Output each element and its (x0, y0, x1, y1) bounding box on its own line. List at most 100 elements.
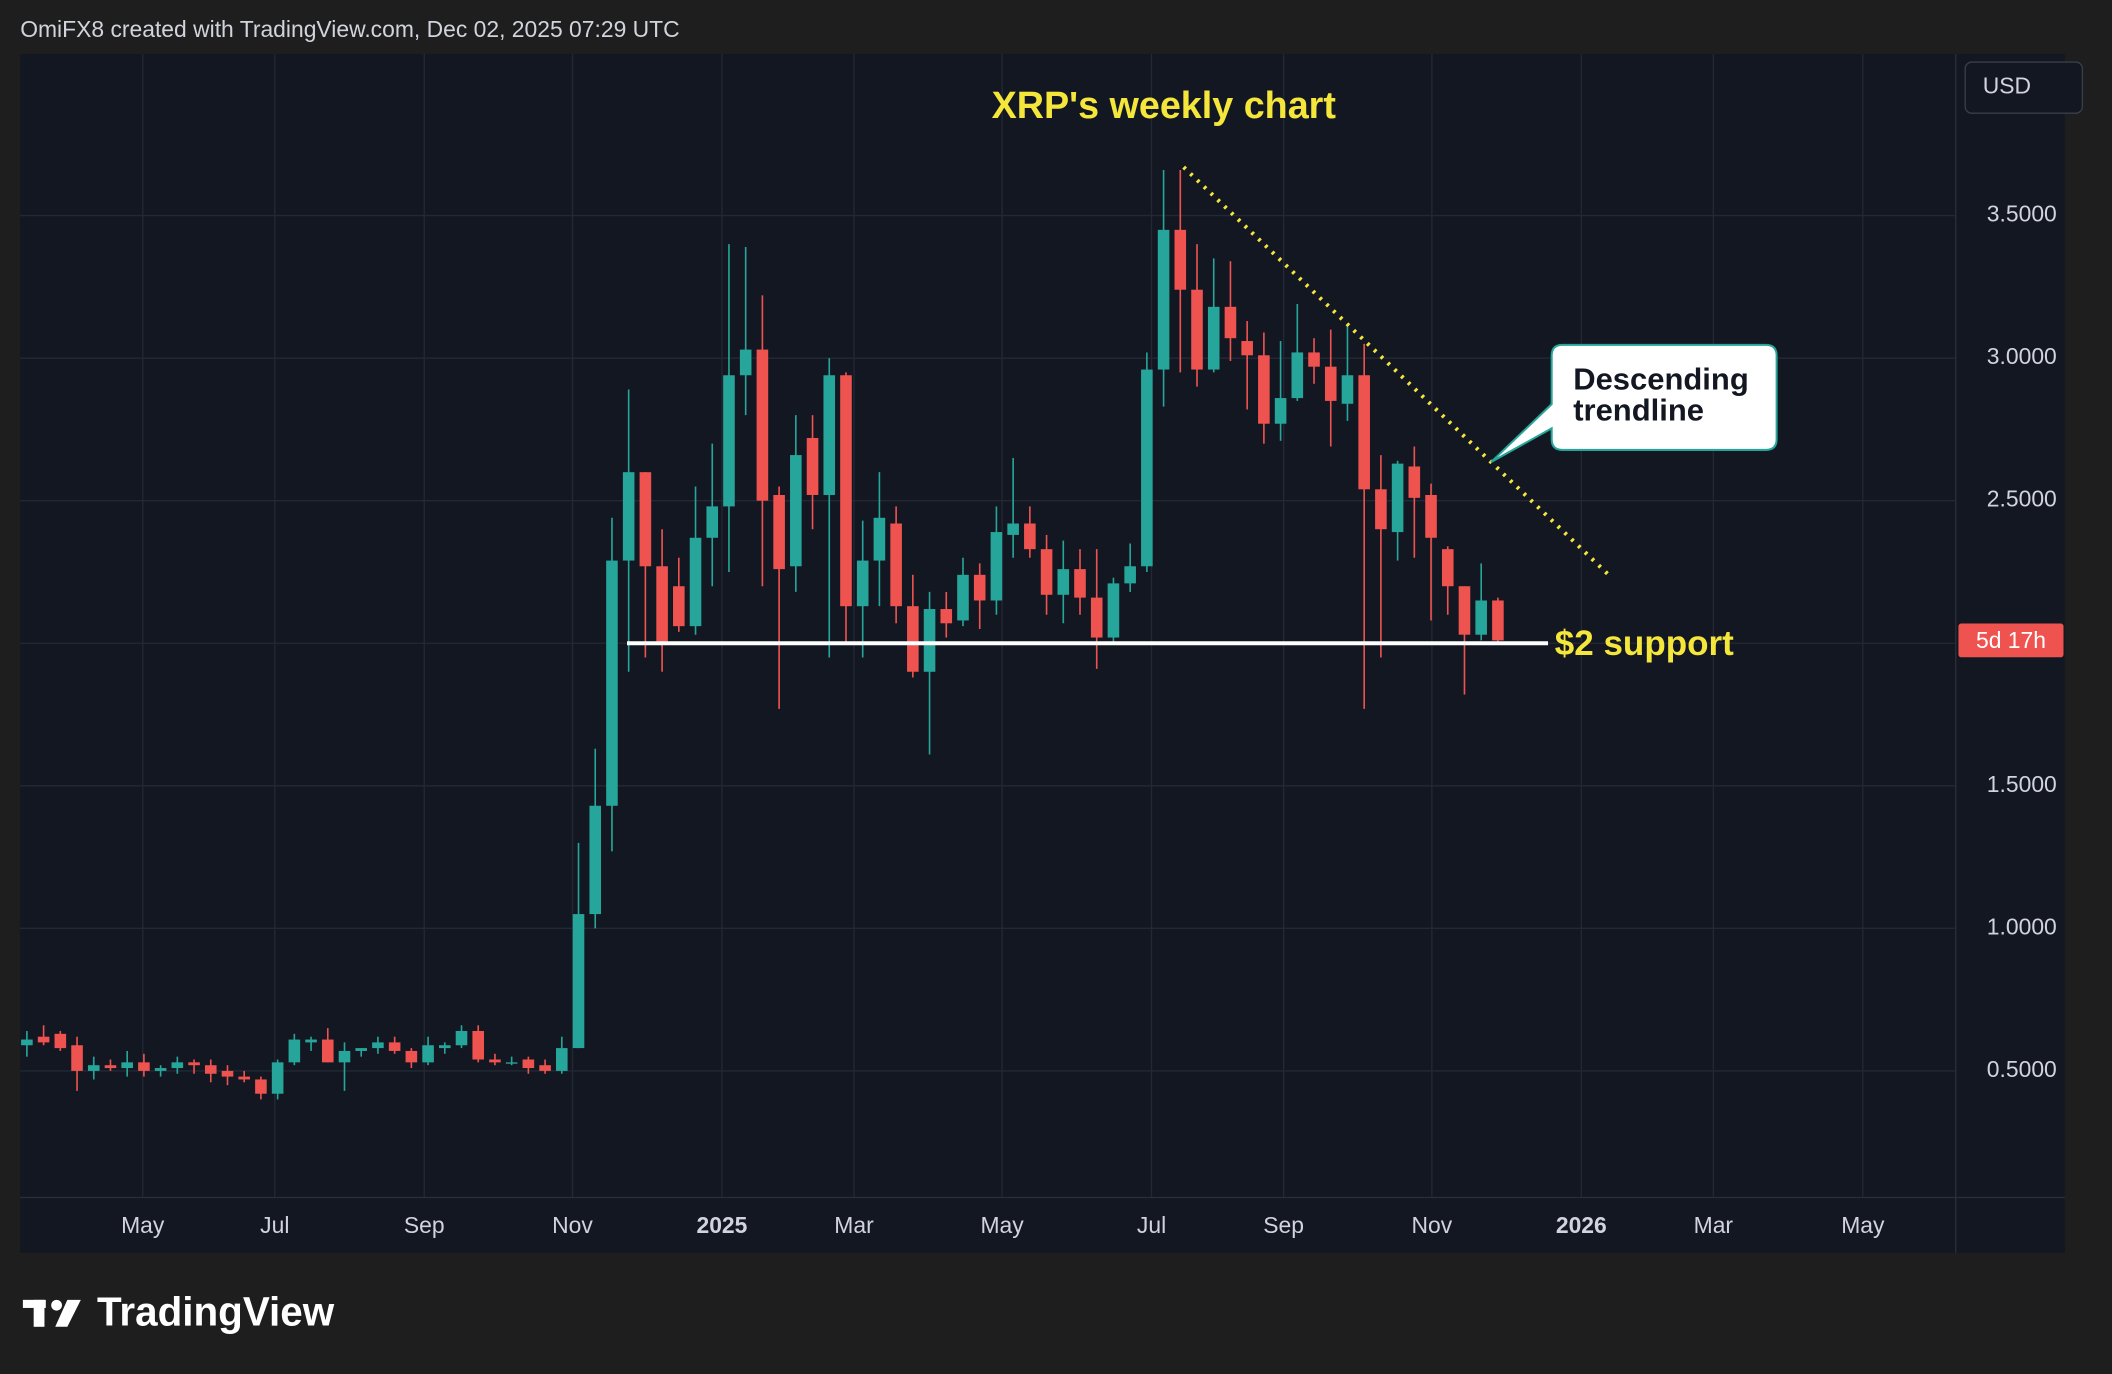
candle-body (890, 523, 902, 607)
candle-body (639, 472, 652, 567)
candle-body (288, 1039, 301, 1063)
candle-body (238, 1076, 250, 1080)
candle-body (1107, 583, 1120, 638)
candle-body (739, 349, 752, 376)
x-tick-label: Mar (834, 1212, 874, 1238)
callout-text: Descending (1573, 361, 1749, 396)
candle-body (589, 805, 602, 915)
x-tick-label: Nov (552, 1212, 593, 1238)
currency-label: USD (1983, 73, 2031, 99)
candle-body (221, 1070, 234, 1077)
logo-icon (22, 1299, 81, 1327)
candle-body (438, 1045, 451, 1049)
candle-body (923, 609, 936, 672)
candle-body (1141, 369, 1153, 567)
candle-body (873, 517, 886, 561)
candle-body (455, 1030, 468, 1046)
candle-body (1375, 489, 1387, 530)
candle-body (1274, 398, 1287, 424)
candle-body (1475, 600, 1487, 635)
candle-body (622, 472, 635, 561)
y-tick-label: 3.0000 (1987, 343, 2057, 369)
candle-body (556, 1048, 568, 1071)
candle-body (188, 1062, 200, 1066)
candle-body (1258, 355, 1270, 424)
x-tick-label: Jul (260, 1212, 289, 1238)
x-tick-label: 2025 (696, 1212, 747, 1238)
plot-area: 0.50001.00001.50002.00002.50003.00003.50… (20, 53, 2065, 1253)
candle-body (1191, 289, 1203, 370)
candle-body (1090, 597, 1103, 638)
y-tick-label: 0.5000 (1987, 1056, 2057, 1082)
callout-text: trendline (1573, 392, 1704, 427)
candle-body (405, 1050, 418, 1063)
candle-body (121, 1062, 133, 1069)
x-tick-label: Sep (404, 1212, 445, 1238)
candle-body (87, 1065, 100, 1071)
candle-body (689, 537, 702, 627)
header-text: OmiFX8 created with TradingView.com, Dec… (20, 16, 679, 42)
price-tag (1958, 623, 2064, 658)
x-tick-label: 2026 (1556, 1212, 1607, 1238)
candle-body (1007, 523, 1019, 535)
candle-body (1040, 549, 1053, 595)
candle-body (271, 1062, 284, 1094)
candle-body (355, 1048, 368, 1051)
candle-body (305, 1039, 317, 1043)
candle-body (1425, 494, 1437, 538)
candle-body (1124, 566, 1136, 584)
candle-body (21, 1039, 33, 1046)
x-tick-label: May (1841, 1212, 1885, 1238)
candle-body (907, 606, 919, 672)
candle-body (1391, 463, 1404, 533)
candle-body (472, 1030, 485, 1060)
candle-body (338, 1050, 351, 1063)
x-tick-label: Jul (1137, 1212, 1166, 1238)
candle-body (1308, 352, 1320, 367)
candle-body (1492, 600, 1504, 641)
candle-body (171, 1062, 184, 1069)
candle-body (422, 1045, 434, 1063)
y-tick-label: 1.0000 (1987, 913, 2057, 939)
candle-body (1207, 306, 1220, 370)
candle-body (1458, 586, 1471, 635)
candle-body (723, 375, 735, 507)
candle-body (104, 1065, 117, 1069)
candle-body (71, 1045, 83, 1071)
x-tick-label: May (980, 1212, 1024, 1238)
price-tag-label: 5d 17h (1976, 627, 2046, 653)
candle-body (1157, 229, 1170, 370)
x-tick-label: Nov (1412, 1212, 1453, 1238)
candle-body (673, 586, 685, 627)
y-tick-label: 3.5000 (1987, 201, 2057, 227)
candle-body (204, 1065, 217, 1074)
x-tick-label: May (121, 1212, 165, 1238)
chart-title: XRP's weekly chart (992, 84, 1337, 126)
callout-box (1490, 343, 1778, 463)
candle-body (489, 1059, 501, 1063)
candle-body (37, 1036, 50, 1043)
candle-body (1291, 352, 1304, 399)
y-tick-label: 2.5000 (1987, 486, 2057, 512)
candle-body (1408, 466, 1421, 498)
footer-logo: TradingView (97, 1288, 335, 1334)
support-label: $2 support (1555, 624, 1734, 663)
candle-body (973, 574, 986, 601)
candle-body (1224, 306, 1237, 339)
candle-body (1324, 366, 1337, 401)
candle-body (856, 560, 869, 607)
x-tick-label: Sep (1263, 1212, 1304, 1238)
chart-panel (20, 53, 2065, 1253)
candle-body (54, 1033, 67, 1049)
candle-body (1241, 341, 1253, 356)
candle-body (522, 1059, 535, 1069)
candle-body (957, 574, 969, 621)
candle-body (756, 349, 769, 501)
candle-body (806, 437, 819, 495)
candle-body (706, 506, 719, 538)
candle-body (1024, 523, 1036, 550)
y-tick-label: 1.5000 (1987, 771, 2057, 797)
currency-button[interactable] (1964, 61, 2084, 114)
